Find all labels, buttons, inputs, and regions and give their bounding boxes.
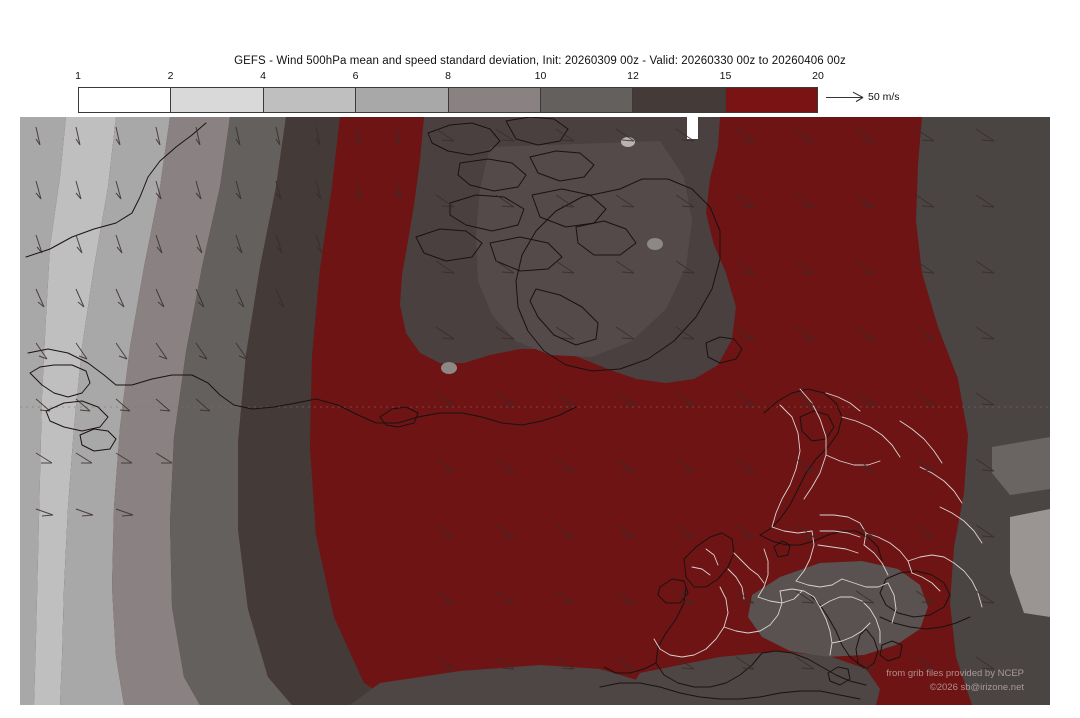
contour-band-6 [238,117,400,705]
wind-barb-row [435,194,995,208]
colorbar-tick-4: 4 [260,70,266,82]
colorbar-band-3 [263,88,357,112]
colorbar-band-2 [171,88,264,112]
colorbar-tick-1: 1 [75,70,81,82]
colorbar-tick-8: 8 [445,70,451,82]
wind-barb-row [35,126,401,146]
contour-patch-b [647,238,663,250]
contribution-region-med-west [350,665,652,705]
wind-barb-row [35,398,211,412]
contour-patch-a [621,137,635,147]
weather-map[interactable]: from grib files provided by NCEP ©2026 s… [20,117,1050,705]
wind-barb-row [35,288,285,308]
contour-band-5 [170,117,292,705]
contour-band-2 [34,117,116,705]
colorbar-band-1 [79,88,172,112]
wind-barb-row [435,458,995,472]
wind-barb-row [435,326,995,340]
map-canvas [20,117,1050,705]
contour-region-east-gray-light [1010,509,1050,617]
wind-barb-row [435,260,995,274]
wind-barb-row [35,452,173,464]
colorbar-tick-6: 6 [352,70,359,82]
contour-band-4 [112,117,230,705]
wind-barb-row [435,392,995,406]
colorbar-tick-15: 15 [719,70,732,82]
colorbar-tick-20: 20 [812,70,824,82]
wind-barb-row [435,590,995,604]
colorbar-bands [78,87,818,113]
wind-barb-row [435,524,995,538]
wind-scale-legend: 50 m/s [826,86,900,108]
colorbar-band-7 [633,88,726,112]
wind-barb-row [35,234,323,254]
contour-band-3 [60,117,170,705]
colorbar-tick-12: 12 [627,70,639,82]
contour-region-east-gray-light2 [992,437,1050,495]
colorbar-band-4 [356,88,449,112]
contour-region-greenland-inner [476,141,692,357]
contour-red-northwest [310,117,660,705]
wind-barb-row [435,656,995,670]
wind-barb-row [35,508,134,517]
coastlines [25,117,971,700]
contour-white-notch [687,117,698,139]
contour-band-1 [20,117,66,705]
wind-arrow-icon [826,90,866,104]
wind-barb-row [35,342,248,360]
wind-barb-row [435,128,995,142]
colorbar-tick-2: 2 [167,70,174,82]
colorbar-band-8 [725,88,817,112]
wind-barbs [35,126,995,670]
colorbar-tick-labels: 1 2 4 6 8 10 12 15 20 [75,70,824,86]
page-title: GEFS - Wind 500hPa mean and speed standa… [234,55,846,67]
wind-scale-label: 50 m/s [868,91,900,103]
colorbar-tick-10: 10 [534,70,547,82]
colorbar-band-5 [448,88,541,112]
colorbar-band-6 [540,88,634,112]
colorbar: 1 2 4 6 8 10 12 15 20 [75,70,824,114]
contour-patch-c [441,362,457,374]
wind-barb-row [35,180,402,200]
